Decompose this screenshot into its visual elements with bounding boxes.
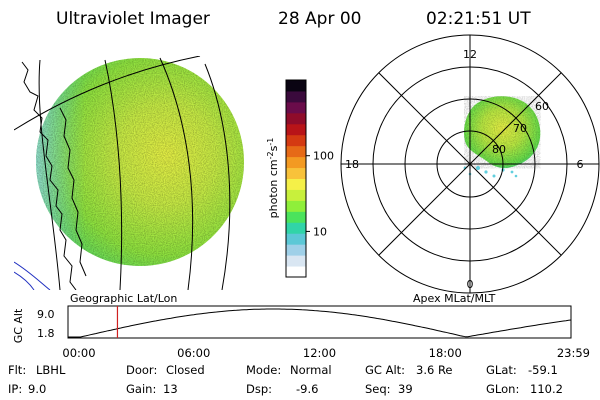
timeline-ylabel: GC Alt <box>12 308 25 343</box>
colorbar-block <box>286 167 306 179</box>
coastline <box>21 61 77 290</box>
colorbar-scale <box>286 80 306 278</box>
mlt-label-0: 0 <box>467 278 474 291</box>
colorbar-frame <box>285 79 307 278</box>
colorbar-block <box>286 134 306 147</box>
geographic-grid-lines <box>14 56 231 290</box>
instrument-title: Ultraviolet Imager <box>56 9 210 29</box>
timeline-frame <box>67 305 572 339</box>
orbit-altitude-timeline: GC Alt 9.0 1.8 00:00 06:00 12:00 18:00 23:59 <box>12 305 590 360</box>
colorbar-block <box>286 222 306 234</box>
scattered-emission <box>463 166 518 178</box>
dsp-field: Dsp: -9.6 <box>246 382 318 396</box>
timeline-tick-label: 06:00 <box>177 346 210 360</box>
mlt-label-18: 18 <box>345 158 359 171</box>
orbit-altitude-curve <box>68 308 572 338</box>
colorbar-block <box>286 244 306 256</box>
polar-grid <box>340 34 600 294</box>
colorbar-block <box>286 233 306 245</box>
colorbar-block <box>286 112 306 125</box>
colorbar-block <box>286 145 306 158</box>
colorbar-block <box>286 200 306 212</box>
timeline-tick-label: 23:59 <box>557 346 590 360</box>
colorbar-block <box>286 80 306 92</box>
mlt-label-6: 6 <box>577 158 584 171</box>
door-field: Door: Closed <box>126 363 205 377</box>
polar-plot-caption: Apex MLat/MLT <box>413 292 496 305</box>
timeline-ytick-bottom: 1.8 <box>37 327 55 340</box>
ip-field: IP: 9.0 <box>8 382 46 396</box>
timeline-tick-label: 12:00 <box>303 346 336 360</box>
colorbar-tick-label: 100 <box>313 150 334 163</box>
polar-mlat-mlt-plot: 12 18 6 0 60 70 80 Apex MLat/MLT <box>340 34 600 305</box>
timeline-tick-label: 00:00 <box>62 346 95 360</box>
colorbar-block <box>286 211 306 223</box>
colorbar-unit-label: photon cm-2s-1 <box>266 138 281 219</box>
intensity-colorbar: 100 10 photon cm-2s-1 <box>266 79 334 278</box>
colorbar-block <box>286 90 306 103</box>
filter-field: Flt: LBHL <box>8 363 66 377</box>
mlat-label-70: 70 <box>513 122 527 135</box>
colorbar-tick-label: 10 <box>313 225 327 238</box>
glat-field: GLat: -59.1 <box>486 363 558 377</box>
colorbar-block <box>286 156 306 169</box>
mlat-label-80: 80 <box>492 143 506 156</box>
timeline-ytick-top: 9.0 <box>37 308 55 321</box>
earth-disk-emission <box>36 58 244 266</box>
geographic-auroral-image: Geographic Lat/Lon <box>14 56 244 305</box>
colorbar-block <box>286 189 306 201</box>
glon-field: GLon: 110.2 <box>486 382 563 396</box>
colorbar-block <box>286 101 306 114</box>
colorbar-block <box>286 123 306 136</box>
mlt-label-12: 12 <box>463 48 477 61</box>
colorbar-block <box>286 178 306 190</box>
gc-alt-field: GC Alt: 3.6 Re <box>365 363 453 377</box>
gain-field: Gain: 13 <box>126 382 178 396</box>
colorbar-block <box>286 255 306 267</box>
observation-time: 02:21:51 UT <box>426 9 531 29</box>
seq-field: Seq: 39 <box>365 382 413 396</box>
observation-date: 28 Apr 00 <box>278 9 361 29</box>
colorbar-block <box>286 266 306 278</box>
mlat-label-60: 60 <box>535 100 549 113</box>
mode-field: Mode: Normal <box>246 363 332 377</box>
instrument-status: Flt: LBHL IP: 9.0 Door: Closed Gain: 13 Mode… <box>8 363 563 396</box>
left-panel-caption: Geographic Lat/Lon <box>70 292 177 305</box>
timeline-tick-label: 18:00 <box>429 346 462 360</box>
